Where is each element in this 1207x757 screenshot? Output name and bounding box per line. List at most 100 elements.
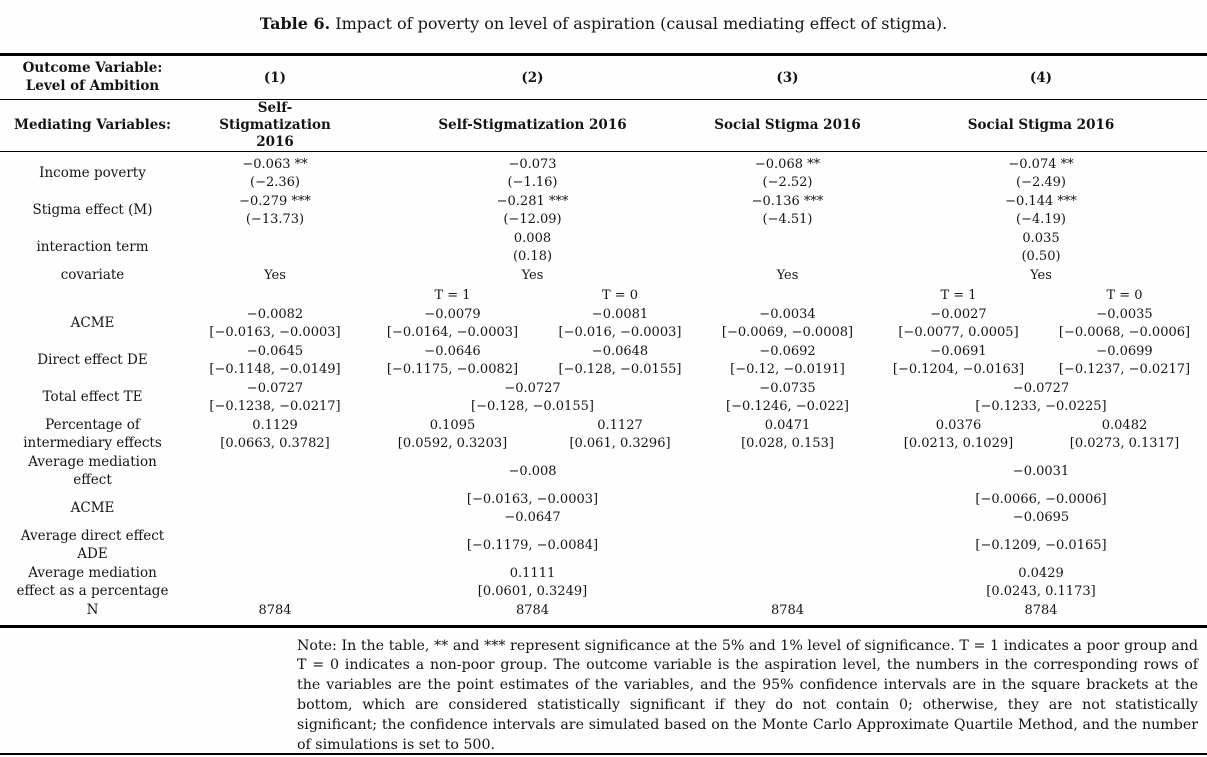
table-cell-direct-effect-de-c2a: −0.0646 [−0.1175, −0.0082]: [365, 343, 540, 378]
table-cell-acme-c2b: −0.0081 [−0.016, −0.0003]: [540, 306, 700, 341]
table-value-line: [−0.1238, −0.0217]: [209, 398, 341, 414]
row-label-covariate: covariate: [0, 267, 185, 285]
table-value-line: [−0.12, −0.0191]: [730, 361, 845, 377]
table-row-average-direct-effect-ade: Average direct effect ADE [−0.1179, −0.008…: [0, 527, 1207, 564]
table-cell-percentage-intermediary-effects-c2b: 0.1127 [0.061, 0.3296]: [540, 417, 700, 452]
table-value-line: 0.1111: [509, 566, 556, 581]
table-value-line: [−0.1175, −0.0082]: [386, 361, 519, 377]
table-value-line: T = 1: [940, 287, 977, 303]
table-value-line: [−0.1179, −0.0084]: [466, 537, 599, 553]
bottom-rule: [0, 752, 1207, 755]
table-row-t-group-header: T = 1 T = 0 T = 1 T = 0: [0, 286, 1207, 306]
row-label-acme-average: ACME: [0, 500, 185, 518]
row-label-line: covariate: [60, 267, 125, 283]
table-cell-covariate-c4: Yes: [875, 267, 1207, 285]
table-cell-direct-effect-de-c4a: −0.0691 [−0.1204, −0.0163]: [875, 343, 1042, 378]
table-cell-percentage-intermediary-effects-c4a: 0.0376 [0.0213, 0.1029]: [875, 417, 1042, 452]
table-cell-percentage-intermediary-effects-c3: 0.0471 [0.028, 0.153]: [700, 417, 875, 452]
table-row-covariate: covariate Yes Yes Yes Yes: [0, 266, 1207, 286]
table-cell-acme-average-c2: [−0.0163, −0.0003] −0.0647: [365, 491, 700, 526]
table-title-number: Table 6.: [259, 14, 331, 33]
row-label-interaction-term: interaction term: [0, 239, 185, 257]
table-cell-direct-effect-de-c1: −0.0645 [−0.1148, −0.0149]: [185, 343, 365, 378]
table-value-line: [−0.0163, −0.0003]: [209, 324, 341, 340]
table-cell-covariate-c1: Yes: [185, 267, 365, 285]
table-value-line: −0.0646: [424, 344, 481, 359]
table-row-stigma-effect-m: Stigma effect (M) −0.279 *** (−13.73) −0.28…: [0, 192, 1207, 229]
table-row-acme: ACME −0.0082 [−0.0163, −0.0003] −0.0079 [−0.…: [0, 305, 1207, 342]
table-cell-total-effect-te-c1: −0.0727 [−0.1238, −0.0217]: [185, 380, 365, 415]
row-label-line: ACME: [70, 314, 115, 331]
table-value-line: 0.0429: [1018, 566, 1064, 581]
row-label-line: Average direct effect: [20, 528, 165, 544]
row-label-percentage-intermediary-effects: Percentage of intermediary effects: [0, 417, 185, 452]
row-label-direct-effect-de: Direct effect DE: [0, 352, 185, 370]
table-value-line: −0.063 **: [242, 157, 308, 172]
column-header-1: (1): [263, 69, 287, 86]
table-value-line: [−0.0069, −0.0008]: [721, 324, 854, 340]
table-row-average-mediation-effect-percentage: Average mediation effect as a percentage 0…: [0, 564, 1207, 601]
row-label-line: Total effect TE: [42, 388, 143, 405]
table-cell-average-direct-effect-ade-c4: [−0.1209, −0.0165]: [875, 537, 1207, 555]
mediating-variables-header: Mediating Variables:: [14, 116, 171, 133]
row-label-average-mediation-effect-percentage: Average mediation effect as a percentage: [0, 565, 185, 600]
table-value-line: (−4.19): [1016, 211, 1066, 227]
table-value-line: −0.0648: [591, 344, 649, 359]
table-cell-n-c2: 8784: [365, 602, 700, 620]
table-value-line: [−0.0068, −0.0006]: [1058, 324, 1191, 340]
table-value-line: T = 0: [1106, 287, 1143, 303]
row-label-line: intermediary effects: [23, 434, 162, 451]
row-label-line: ADE: [77, 545, 108, 562]
table-cell-n-c1: 8784: [185, 602, 365, 620]
table-title-text: Impact of poverty on level of aspiration…: [330, 14, 948, 33]
table-cell-percentage-intermediary-effects-c1: 0.1129 [0.0663, 0.3782]: [185, 417, 365, 452]
table-title: Table 6. Impact of poverty on level of a…: [0, 0, 1207, 53]
table-row-direct-effect-de: Direct effect DE −0.0645 [−0.1148, −0.0149…: [0, 342, 1207, 379]
table-value-line: [−0.0066, −0.0006]: [975, 492, 1107, 507]
table-value-line: [−0.0164, −0.0003]: [386, 324, 519, 340]
table-cell-stigma-effect-m-c3: −0.136 *** (−4.51): [700, 193, 875, 228]
table-value-line: [−0.1237, −0.0217]: [1058, 361, 1191, 377]
table-cell-stigma-effect-m-c2: −0.281 *** (−12.09): [365, 193, 700, 228]
column-header-2: (2): [521, 69, 544, 86]
row-label-total-effect-te: Total effect TE: [0, 389, 185, 407]
table-value-line: (−1.16): [507, 174, 558, 190]
table-value-line: −0.0081: [591, 307, 649, 322]
row-label-average-mediation-effect: Average mediation effect: [0, 454, 185, 489]
table-value-line: 0.1095: [429, 418, 476, 433]
table-cell-t-group-header-c2b: T = 0: [540, 287, 700, 305]
column-header-3: (3): [776, 69, 799, 86]
table-cell-n-c4: 8784: [875, 602, 1207, 620]
table-value-line: (−2.52): [762, 174, 813, 190]
table-value-line: 0.0482: [1101, 418, 1148, 433]
table-value-line: −0.0082: [246, 307, 304, 322]
table-value-line: [0.0663, 0.3782]: [220, 435, 330, 451]
table-value-line: (−2.36): [250, 174, 300, 190]
table-value-line: −0.074 **: [1008, 157, 1074, 172]
table-value-line: Yes: [1030, 268, 1052, 283]
table-value-line: [−0.1148, −0.0149]: [209, 361, 341, 377]
outcome-variable-header: Outcome Variable: Level of Ambition: [0, 60, 185, 95]
table-row-percentage-intermediary-effects: Percentage of intermediary effects 0.1129 […: [0, 416, 1207, 453]
table-value-line: (−12.09): [503, 211, 562, 227]
mediator-header-3: Social Stigma 2016: [714, 117, 861, 133]
table-value-line: [−0.1204, −0.0163]: [892, 361, 1025, 377]
table-cell-direct-effect-de-c2b: −0.0648 [−0.128, −0.0155]: [540, 343, 700, 378]
results-table: Outcome Variable: Level of Ambition (1) …: [0, 53, 1207, 628]
table-cell-covariate-c2: Yes: [365, 267, 700, 285]
table-value-line: −0.0727: [504, 381, 561, 396]
table-value-line: −0.0695: [1012, 509, 1070, 525]
table-value-line: −0.0645: [246, 344, 304, 359]
table-value-line: −0.0699: [1096, 344, 1153, 359]
table-value-line: (−4.51): [762, 211, 813, 227]
table-value-line: −0.0727: [1012, 381, 1070, 396]
table-value-line: [−0.1246, −0.022]: [726, 398, 849, 414]
table-value-line: [0.061, 0.3296]: [569, 435, 671, 451]
table-value-line: [−0.128, −0.0155]: [558, 361, 682, 377]
table-cell-acme-average-c4: [−0.0066, −0.0006] −0.0695: [875, 491, 1207, 526]
table-value-line: −0.0031: [1012, 463, 1070, 479]
table-cell-t-group-header-c4a: T = 1: [875, 287, 1042, 305]
mediator-header-4: Social Stigma 2016: [967, 117, 1115, 133]
table-row-n: N 8784 8784 8784 8784: [0, 601, 1207, 621]
